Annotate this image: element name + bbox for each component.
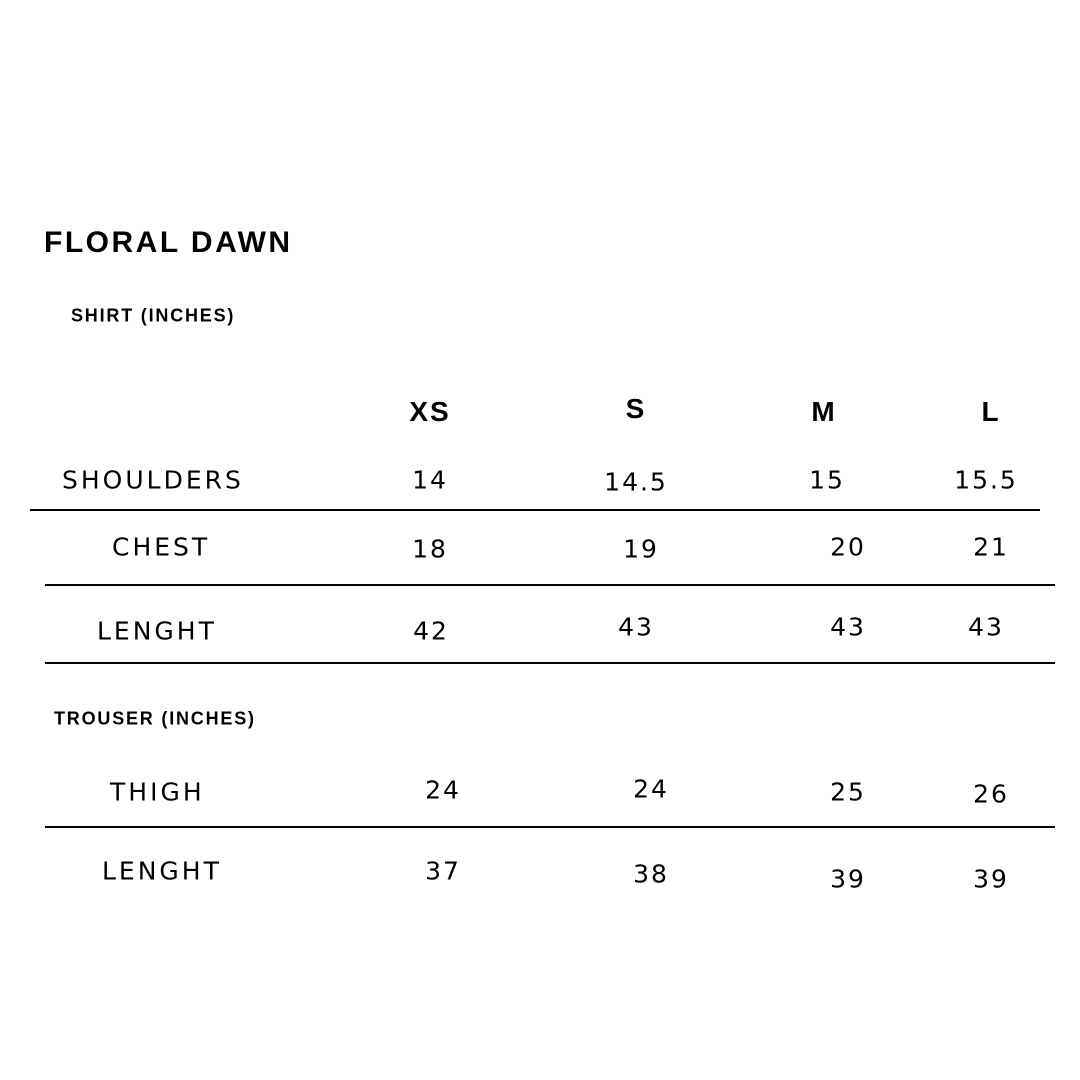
- row-label-length: LENGHT: [102, 856, 222, 886]
- cell: 20: [830, 532, 866, 562]
- cell: 37: [425, 856, 461, 886]
- row-label-chest: CHEST: [112, 532, 211, 562]
- row-label-thigh: THIGH: [110, 777, 205, 807]
- cell: 39: [973, 864, 1009, 894]
- divider: [45, 662, 1055, 664]
- size-header-m: M: [811, 396, 837, 427]
- divider: [45, 584, 1055, 586]
- cell: 21: [973, 532, 1009, 562]
- cell: 43: [968, 612, 1004, 642]
- cell: 43: [618, 612, 654, 642]
- cell: 14: [412, 465, 448, 495]
- size-header-xs: XS: [409, 396, 451, 427]
- cell: 39: [830, 864, 866, 894]
- cell: 15: [809, 465, 845, 495]
- page-title: FLORAL DAWN: [44, 226, 293, 259]
- size-header-s: S: [625, 393, 647, 424]
- cell: 24: [425, 775, 461, 805]
- shirt-section-heading: SHIRT (INCHES): [71, 305, 236, 326]
- cell: 42: [413, 616, 449, 646]
- cell: 38: [633, 859, 669, 889]
- divider: [30, 509, 1040, 511]
- cell: 19: [623, 534, 659, 564]
- cell: 24: [633, 774, 669, 804]
- size-header-l: L: [981, 396, 1001, 427]
- trouser-section-heading: TROUSER (INCHES): [54, 708, 256, 729]
- cell: 26: [973, 779, 1009, 809]
- divider: [45, 826, 1055, 828]
- row-label-shoulders: SHOULDERS: [62, 465, 244, 495]
- cell: 43: [830, 612, 866, 642]
- cell: 15.5: [954, 465, 1018, 495]
- row-label-length: LENGHT: [97, 616, 217, 646]
- cell: 25: [830, 777, 866, 807]
- cell: 14.5: [604, 467, 668, 497]
- cell: 18: [412, 534, 448, 564]
